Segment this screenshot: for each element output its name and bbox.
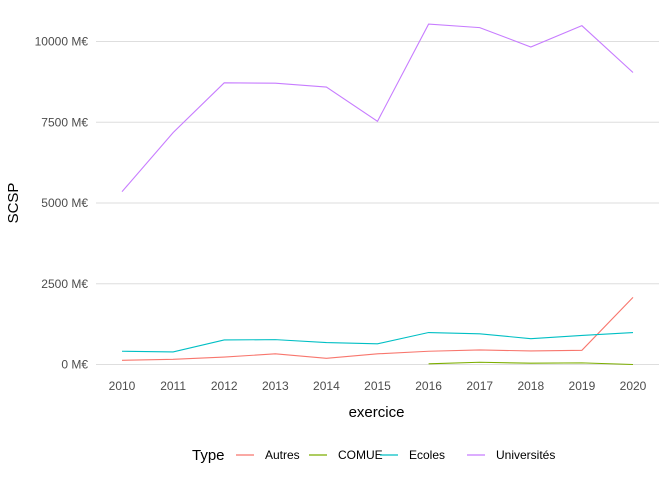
x-tick-label: 2014 — [313, 379, 340, 393]
series-line-ecoles — [121, 331, 634, 353]
y-tick-label: 0 M€ — [61, 358, 88, 372]
legend-label: COMUE — [338, 448, 383, 462]
y-tick-label: 7500 M€ — [41, 115, 88, 129]
legend-label: Autres — [265, 448, 300, 462]
y-tick-label: 5000 M€ — [41, 196, 88, 210]
x-axis-title: exercice — [349, 404, 405, 421]
y-axis: 0 M€ 2500 M€ 5000 M€ 7500 M€ 10000 M€ — [35, 35, 89, 372]
series-line-autres — [121, 296, 634, 361]
grid — [96, 41, 659, 365]
x-tick-label: 2019 — [569, 379, 596, 393]
x-tick-label: 2020 — [620, 379, 647, 393]
x-tick-label: 2012 — [211, 379, 238, 393]
legend-title: Type — [192, 447, 225, 464]
series-line-comue — [428, 361, 634, 366]
y-tick-label: 10000 M€ — [35, 35, 89, 49]
legend-label: Universités — [496, 448, 555, 462]
legend: Type Autres COMUE Ecoles Universités — [192, 447, 555, 464]
x-tick-label: 2011 — [160, 379, 186, 393]
x-tick-label: 2015 — [364, 379, 391, 393]
legend-label: Ecoles — [409, 448, 445, 462]
series-group — [121, 23, 634, 366]
x-tick-label: 2018 — [517, 379, 544, 393]
x-tick-label: 2013 — [262, 379, 289, 393]
x-tick-label: 2017 — [466, 379, 493, 393]
x-axis: 2010 2011 2012 2013 2014 2015 2016 2017 2018 2019… — [109, 379, 647, 393]
y-tick-label: 2500 M€ — [41, 277, 88, 291]
x-tick-label: 2016 — [415, 379, 442, 393]
series-line-universit-s — [121, 23, 634, 193]
x-tick-label: 2010 — [109, 379, 136, 393]
y-axis-title: SCSP — [5, 183, 22, 224]
